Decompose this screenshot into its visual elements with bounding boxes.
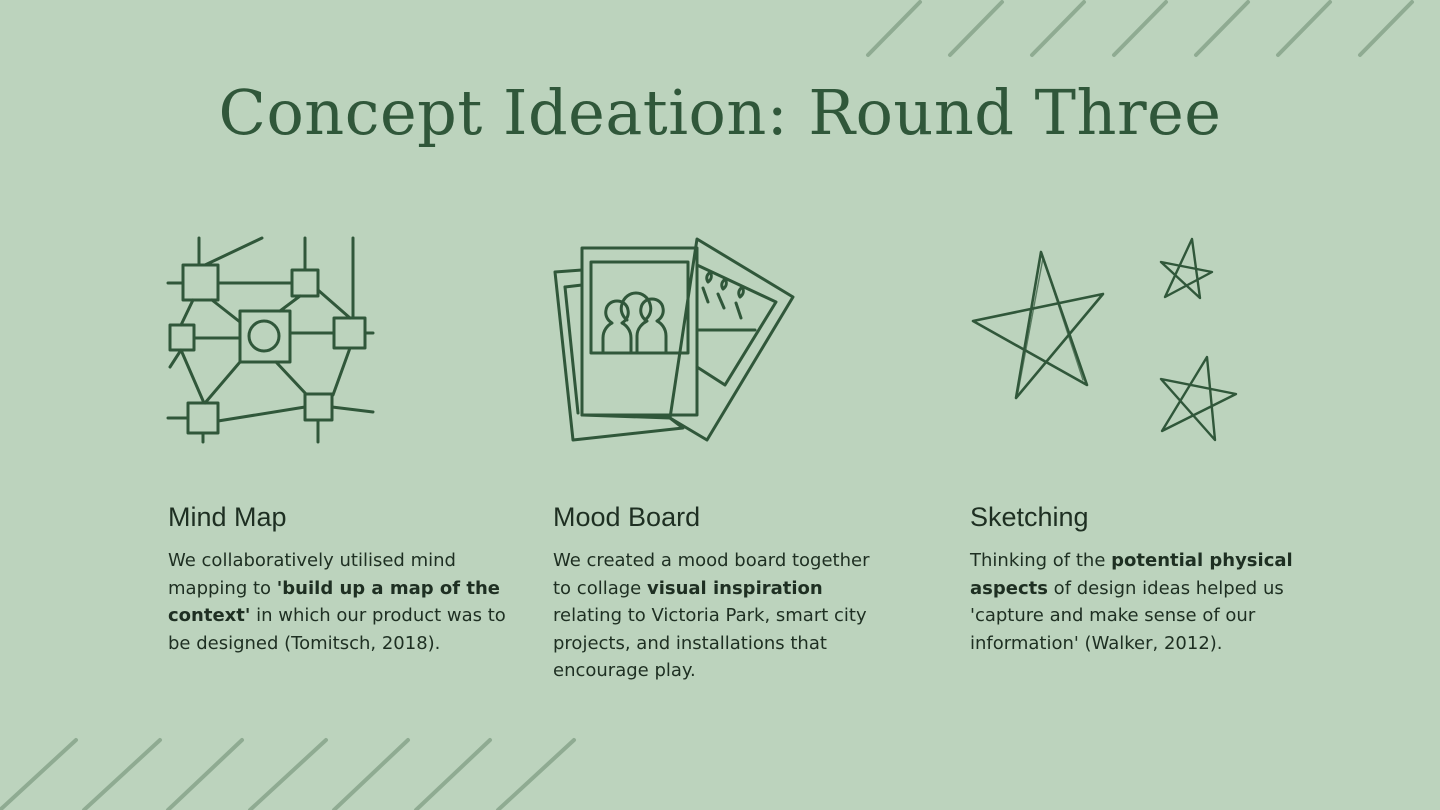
stars-icon	[971, 237, 1238, 442]
text-part: We collaboratively utilised mind mapping…	[168, 550, 456, 599]
mind-map-section: Mind Map We collaboratively utilised min…	[168, 502, 508, 657]
text-part: of design ideas helped us 'capture and m…	[970, 577, 1284, 654]
text-part: We created a mood board together to coll…	[553, 550, 870, 599]
sketching-section: Sketching Thinking of the potential phys…	[970, 502, 1310, 657]
stripe	[332, 738, 410, 810]
stripe	[1030, 0, 1086, 57]
stripe	[414, 738, 492, 810]
text-part: Thinking of the	[970, 550, 1112, 571]
stripe	[1358, 0, 1414, 57]
stripe	[248, 738, 328, 810]
stripe	[0, 738, 78, 810]
stripe	[166, 738, 244, 810]
text-part: in which our product was to be designed …	[168, 605, 506, 654]
stripe	[1112, 0, 1168, 57]
stripe	[82, 738, 162, 810]
sketching-heading: Sketching	[970, 502, 1089, 532]
stripe	[1194, 0, 1250, 57]
stripe	[948, 0, 1004, 57]
text-emphasis: 'build up a map of the context'	[168, 577, 500, 627]
mood-board-section: Mood Board We created a mood board toget…	[553, 502, 893, 685]
text-emphasis: potential physical aspects	[970, 550, 1293, 599]
page-title: Concept Ideation: Round Three	[218, 76, 1222, 149]
mind-map-description: We collaboratively utilised mind mapping…	[168, 547, 508, 657]
mood-board-description: We created a mood board together to coll…	[553, 547, 893, 685]
text-part: relating to Victoria Park, smart city pr…	[553, 605, 867, 681]
sketching-description: Thinking of the potential physical aspec…	[970, 547, 1310, 657]
stripe	[496, 738, 576, 810]
text-emphasis: visual inspiration	[646, 577, 823, 599]
stripe	[866, 0, 922, 57]
mood-board-heading: Mood Board	[553, 502, 701, 532]
stripe	[1276, 0, 1332, 57]
photos-icon	[553, 237, 795, 442]
mind-map-icon	[166, 236, 375, 444]
mind-map-heading: Mind Map	[168, 502, 287, 532]
